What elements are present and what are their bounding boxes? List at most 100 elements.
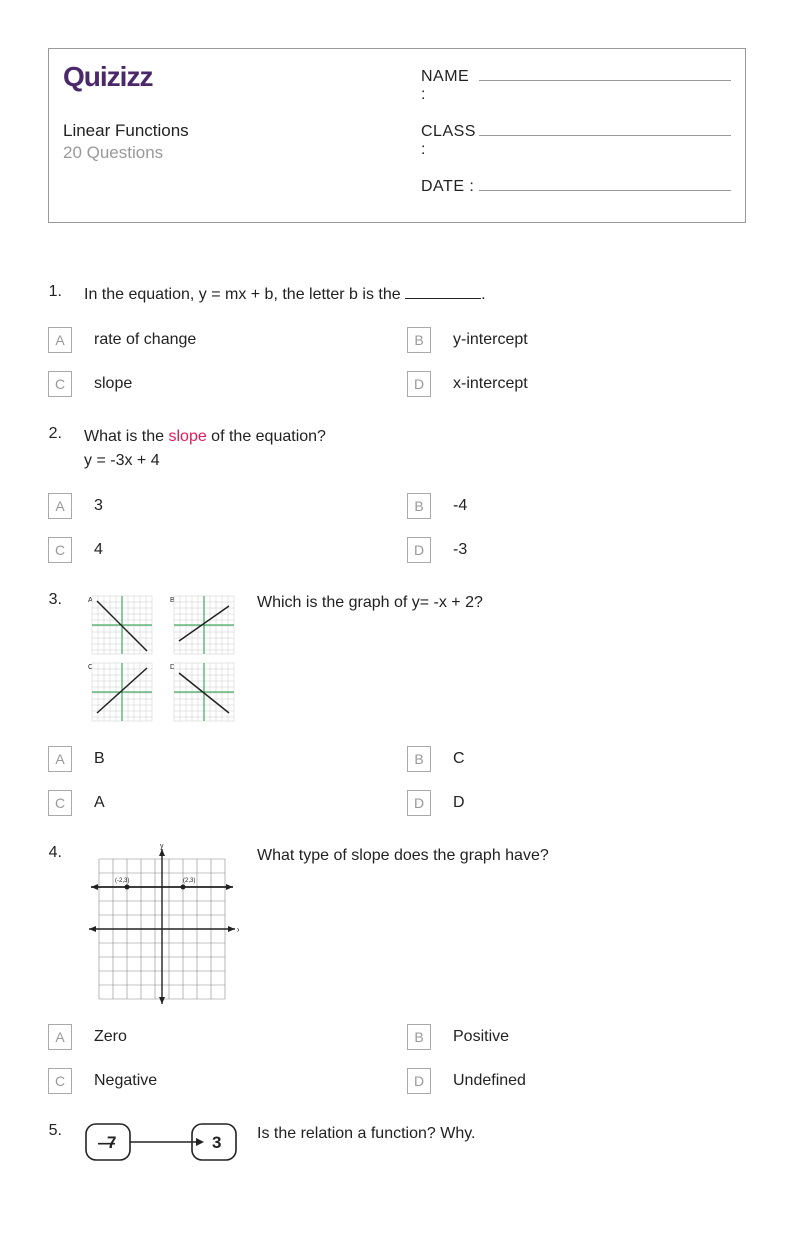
mapping-diagram-icon: — 7 3	[84, 1122, 239, 1162]
q4-text: What type of slope does the graph have?	[257, 844, 549, 1004]
q1-num: 1.	[48, 283, 62, 307]
opt-box: C	[48, 790, 72, 816]
q1-text-pre: In the equation, y = mx + b, the letter …	[84, 286, 405, 303]
q5-text: Is the relation a function? Why.	[257, 1122, 475, 1162]
opt-text: D	[453, 794, 465, 812]
q1-opt-d[interactable]: Dx-intercept	[407, 371, 746, 397]
opt-box: B	[407, 1024, 431, 1050]
q1-opt-a[interactable]: Arate of change	[48, 327, 387, 353]
svg-text:7: 7	[107, 1133, 116, 1152]
field-class: CLASS :	[421, 116, 731, 159]
q1-opt-b[interactable]: By-intercept	[407, 327, 746, 353]
q5-num: 5.	[48, 1122, 62, 1162]
opt-box: C	[48, 537, 72, 563]
opt-box: A	[48, 746, 72, 772]
q2-line2: y = -3x + 4	[84, 452, 160, 469]
q2-highlight: slope	[168, 428, 206, 445]
question-2: 2. What is the slope of the equation? y …	[48, 425, 746, 563]
q2-opt-a[interactable]: A3	[48, 493, 387, 519]
opt-box: B	[407, 746, 431, 772]
opt-box: D	[407, 537, 431, 563]
question-1: 1. In the equation, y = mx + b, the lett…	[48, 283, 746, 397]
opt-box: A	[48, 327, 72, 353]
opt-text: Positive	[453, 1028, 509, 1046]
zero-slope-graph-icon: x y (-2,3) (2,3)	[84, 844, 239, 1004]
opt-box: A	[48, 1024, 72, 1050]
opt-text: -3	[453, 541, 467, 559]
opt-box: B	[407, 493, 431, 519]
opt-text: 3	[94, 497, 103, 515]
field-name-line[interactable]	[479, 61, 731, 81]
opt-text: x-intercept	[453, 375, 528, 393]
q2-opt-b[interactable]: B -4	[407, 493, 746, 519]
header-box: Quizizz Linear Functions 20 Questions NA…	[48, 48, 746, 223]
opt-text: C	[453, 750, 465, 768]
field-class-line[interactable]	[479, 116, 731, 136]
opt-text: Undefined	[453, 1072, 526, 1090]
field-name-label: NAME :	[421, 68, 479, 104]
opt-text: 4	[94, 541, 103, 559]
q1-options: Arate of change By-intercept Cslope Dx-i…	[48, 327, 746, 397]
q3-text: Which is the graph of y= -x + 2?	[257, 591, 483, 726]
header-right: NAME : CLASS : DATE :	[421, 61, 731, 208]
q3-opt-b[interactable]: BC	[407, 746, 746, 772]
q2-options: A3 B-4 C4 D-3	[48, 493, 746, 563]
field-class-label: CLASS :	[421, 123, 479, 159]
opt-box: B	[407, 327, 431, 353]
q1-opt-c[interactable]: Cslope	[48, 371, 387, 397]
q4-image: x y (-2,3) (2,3)	[84, 844, 239, 1004]
q4-opt-b[interactable]: B Positive	[407, 1024, 746, 1050]
opt-box: D	[407, 1068, 431, 1094]
opt-text: A	[94, 794, 105, 812]
svg-text:(-2,3): (-2,3)	[115, 878, 129, 884]
q1-text: In the equation, y = mx + b, the letter …	[84, 283, 746, 307]
question-3: 3. A	[48, 591, 746, 816]
q3-num: 3.	[48, 591, 62, 726]
opt-box: D	[407, 371, 431, 397]
q2-opt-c[interactable]: C4	[48, 537, 387, 563]
question-4: 4.	[48, 844, 746, 1094]
opt-text: Negative	[94, 1072, 157, 1090]
q4-opt-a[interactable]: A Zero	[48, 1024, 387, 1050]
four-graphs-icon: A B	[84, 591, 239, 726]
svg-text:y: y	[160, 844, 164, 850]
q3-opt-c[interactable]: CA	[48, 790, 387, 816]
opt-box: C	[48, 1068, 72, 1094]
opt-text: -4	[453, 497, 467, 515]
quiz-title: Linear Functions	[63, 121, 381, 141]
question-5: 5. — 7 3 Is the relation a function? Why…	[48, 1122, 746, 1162]
q2-text: What is the slope of the equation? y = -…	[84, 425, 746, 473]
opt-text: Zero	[94, 1028, 127, 1046]
q2-text-pre: What is the	[84, 428, 168, 445]
opt-text: rate of change	[94, 331, 196, 349]
opt-text: B	[94, 750, 105, 768]
blank-line	[405, 298, 481, 299]
field-name: NAME :	[421, 61, 731, 104]
opt-box: C	[48, 371, 72, 397]
field-date-line[interactable]	[479, 171, 731, 191]
svg-text:(2,3): (2,3)	[183, 878, 195, 884]
logo: Quizizz	[63, 61, 381, 93]
opt-box: A	[48, 493, 72, 519]
quiz-subtitle: 20 Questions	[63, 143, 381, 163]
q3-opt-d[interactable]: DD	[407, 790, 746, 816]
q2-num: 2.	[48, 425, 62, 473]
q3-options: AB BC CA DD	[48, 746, 746, 816]
q2-text-post: of the equation?	[207, 428, 326, 445]
q2-opt-d[interactable]: D -3	[407, 537, 746, 563]
header-left: Quizizz Linear Functions 20 Questions	[63, 61, 381, 208]
svg-text:x: x	[237, 927, 239, 934]
q3-image: A B	[84, 591, 239, 726]
opt-text: slope	[94, 375, 132, 393]
q4-opt-c[interactable]: C Negative	[48, 1068, 387, 1094]
q4-opt-d[interactable]: D Undefined	[407, 1068, 746, 1094]
q3-opt-a[interactable]: AB	[48, 746, 387, 772]
opt-box: D	[407, 790, 431, 816]
q1-text-post: .	[481, 286, 485, 303]
q5-image: — 7 3	[84, 1122, 239, 1162]
svg-text:3: 3	[212, 1133, 221, 1152]
q4-num: 4.	[48, 844, 62, 1004]
q4-options: A Zero B Positive C Negative D Undefined	[48, 1024, 746, 1094]
field-date: DATE :	[421, 171, 731, 196]
opt-text: y-intercept	[453, 331, 528, 349]
